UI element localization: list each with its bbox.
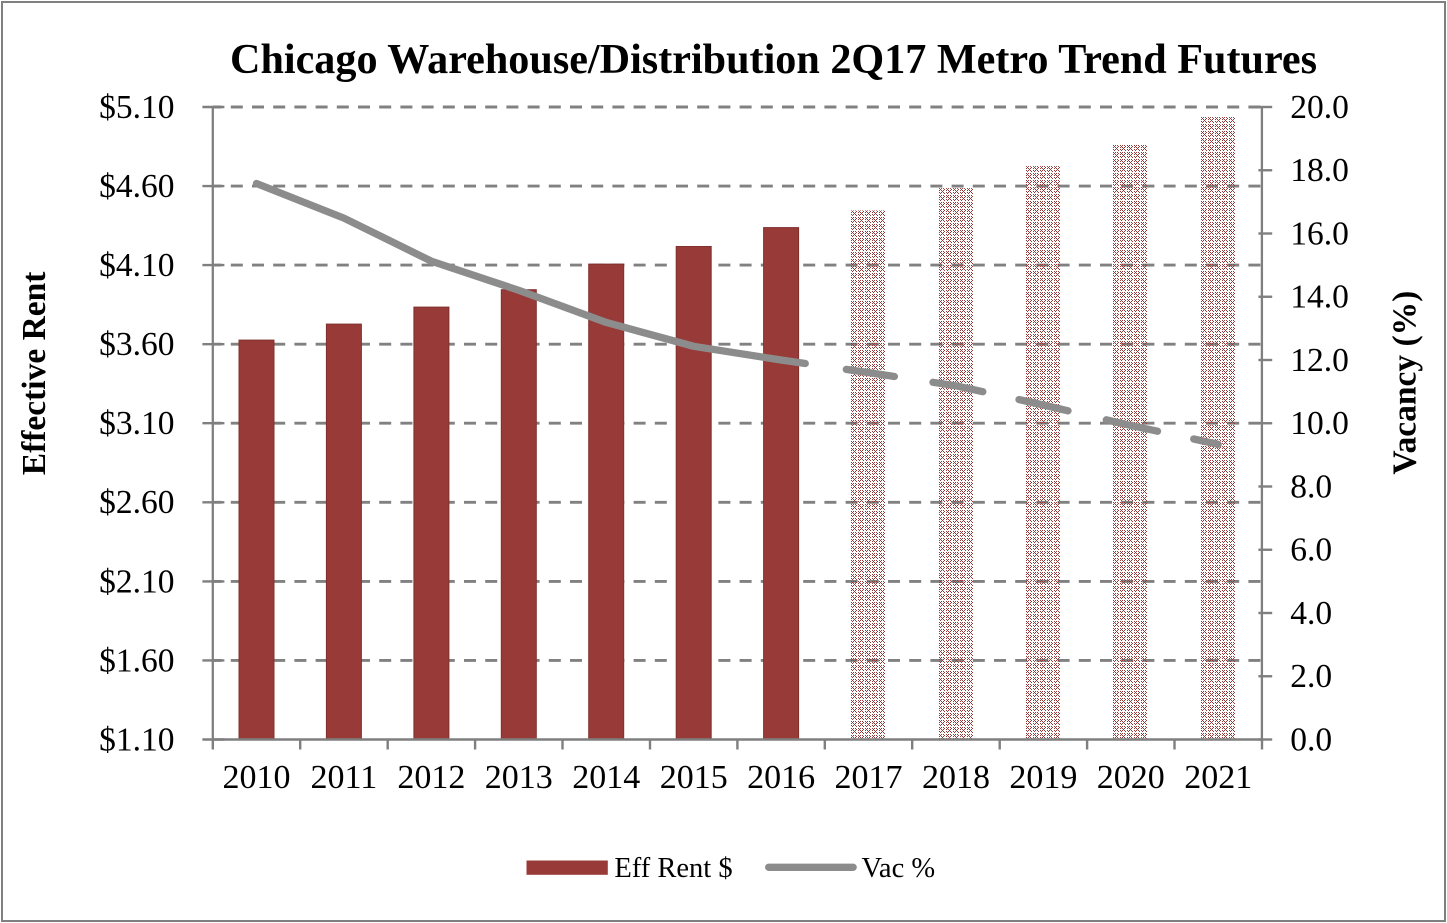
svg-text:$3.60: $3.60 [99, 326, 174, 363]
svg-text:$4.60: $4.60 [99, 168, 174, 205]
svg-text:$1.10: $1.10 [99, 721, 174, 758]
svg-text:10.0: 10.0 [1290, 405, 1349, 442]
svg-text:2018: 2018 [922, 759, 990, 796]
svg-text:2012: 2012 [397, 759, 465, 796]
svg-text:2011: 2011 [311, 759, 378, 796]
svg-text:2015: 2015 [660, 759, 728, 796]
svg-text:$3.10: $3.10 [99, 405, 174, 442]
svg-text:12.0: 12.0 [1290, 342, 1349, 379]
svg-text:16.0: 16.0 [1290, 215, 1349, 252]
svg-text:2010: 2010 [223, 759, 291, 796]
svg-text:0.0: 0.0 [1290, 721, 1332, 758]
svg-text:Vacancy (%): Vacancy (%) [1387, 291, 1424, 475]
svg-text:2020: 2020 [1097, 759, 1165, 796]
svg-text:$2.60: $2.60 [99, 484, 174, 521]
svg-text:$4.10: $4.10 [99, 247, 174, 284]
svg-text:14.0: 14.0 [1290, 279, 1349, 316]
svg-text:4.0: 4.0 [1290, 595, 1332, 632]
svg-text:Eff Rent $: Eff Rent $ [614, 853, 732, 884]
svg-text:2019: 2019 [1009, 759, 1077, 796]
svg-text:$5.10: $5.10 [99, 89, 174, 126]
svg-text:Vac %: Vac % [862, 853, 936, 884]
svg-text:18.0: 18.0 [1290, 152, 1349, 189]
svg-text:$2.10: $2.10 [99, 563, 174, 600]
svg-text:2013: 2013 [485, 759, 553, 796]
svg-text:2014: 2014 [572, 759, 640, 796]
svg-text:8.0: 8.0 [1290, 468, 1332, 505]
svg-text:2016: 2016 [747, 759, 815, 796]
svg-text:$1.60: $1.60 [99, 642, 174, 679]
svg-text:2021: 2021 [1184, 759, 1252, 796]
svg-text:20.0: 20.0 [1290, 89, 1349, 126]
svg-text:Effective Rent: Effective Rent [16, 271, 53, 476]
svg-text:2.0: 2.0 [1290, 658, 1332, 695]
svg-text:6.0: 6.0 [1290, 532, 1332, 569]
svg-text:2017: 2017 [835, 759, 903, 796]
svg-text:Chicago Warehouse/Distribution: Chicago Warehouse/Distribution 2Q17 Metr… [230, 36, 1317, 83]
